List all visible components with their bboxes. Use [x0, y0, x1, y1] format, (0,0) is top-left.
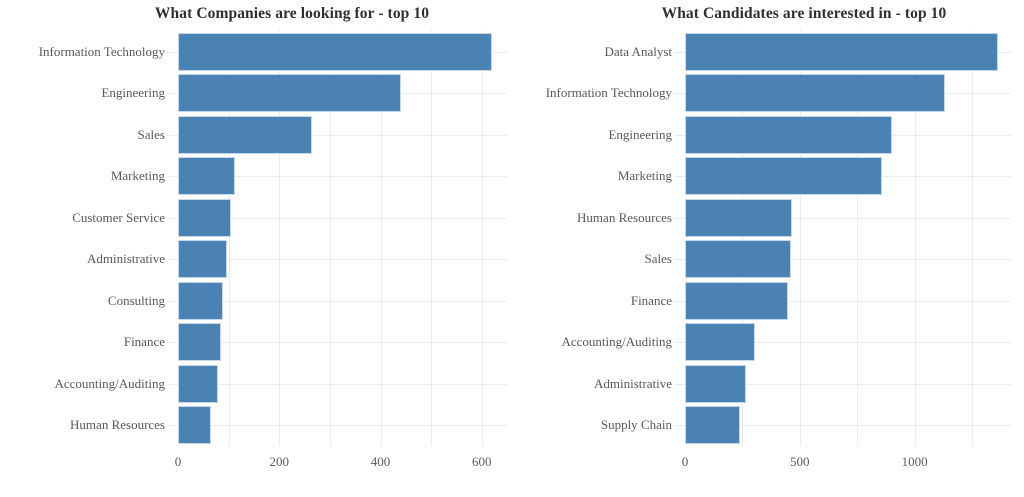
- category-label: Administrative: [87, 251, 165, 267]
- bar: [178, 198, 232, 237]
- bar: [685, 115, 892, 154]
- gridline-horizontal: [674, 259, 1011, 261]
- bar: [685, 406, 740, 445]
- bar: [685, 32, 998, 71]
- gridline-vertical: [799, 30, 801, 446]
- gridline-vertical: [329, 30, 331, 446]
- category-label: Administrative: [594, 375, 672, 391]
- category-label: Information Technology: [38, 43, 165, 59]
- category-label: Engineering: [101, 85, 165, 101]
- gridline-vertical: [431, 30, 433, 446]
- bar: [178, 115, 313, 154]
- gridline-horizontal: [674, 383, 1011, 385]
- x-tick-label: 200: [269, 454, 289, 469]
- category-label: Customer Service: [72, 209, 165, 225]
- category-label: Finance: [123, 334, 165, 350]
- bar: [685, 198, 792, 237]
- x-tick-label: 600: [471, 454, 492, 469]
- bar: [178, 157, 236, 196]
- gridline-vertical: [914, 30, 916, 446]
- companies-chart-title: What Companies are looking for - top 10: [154, 5, 430, 22]
- candidates-chart: What Candidates are interested in - top …: [512, 0, 1024, 497]
- x-tick-label: 400: [370, 454, 391, 469]
- bar: [178, 281, 223, 320]
- bar: [685, 364, 747, 403]
- gridline-horizontal: [167, 300, 507, 302]
- category-label: Engineering: [608, 126, 672, 142]
- category-label: Sales: [644, 251, 672, 267]
- gridline-vertical: [857, 30, 859, 446]
- gridline-vertical: [742, 30, 744, 446]
- category-label: Accounting/Auditing: [54, 375, 166, 391]
- category-label: Human Resources: [577, 209, 672, 225]
- companies-chart: What Companies are looking for - top 10 …: [38, 5, 507, 469]
- category-label: Finance: [630, 292, 672, 308]
- gridline-vertical: [972, 30, 973, 446]
- x-tick-label: 0: [681, 454, 689, 469]
- gridline-horizontal: [167, 176, 507, 178]
- gridline-horizontal: [674, 342, 1011, 344]
- x-tick-label: 0: [174, 454, 182, 469]
- bar: [178, 323, 221, 362]
- bar: [178, 364, 218, 403]
- category-label: Human Resources: [70, 417, 165, 433]
- bar: [685, 74, 946, 113]
- bar: [178, 32, 492, 71]
- gridline-horizontal: [167, 342, 507, 344]
- gridline-vertical: [380, 30, 382, 446]
- category-label: Accounting/Auditing: [561, 334, 673, 350]
- bar: [685, 281, 788, 320]
- gridline-vertical: [228, 30, 230, 446]
- bar: [685, 323, 756, 362]
- category-label: Marketing: [110, 168, 165, 184]
- bar: [685, 157, 882, 196]
- category-label: Marketing: [617, 168, 672, 184]
- category-label: Data Analyst: [604, 43, 672, 59]
- x-tick-label: 500: [790, 454, 810, 469]
- bar: [178, 74, 401, 113]
- gridline-horizontal: [167, 425, 507, 427]
- category-label: Consulting: [107, 292, 165, 308]
- gridline-vertical: [481, 30, 483, 446]
- gridline-horizontal: [674, 425, 1011, 427]
- gridline-vertical: [279, 30, 281, 446]
- x-tick-label: 1000: [901, 454, 928, 469]
- bar: [685, 240, 792, 279]
- gridline-horizontal: [167, 259, 507, 261]
- bar: [178, 240, 228, 279]
- category-label: Sales: [137, 126, 165, 142]
- gridline-horizontal: [167, 134, 507, 136]
- gridline-horizontal: [674, 300, 1011, 302]
- gridline-horizontal: [167, 217, 507, 219]
- candidates-chart-title: What Candidates are interested in - top …: [661, 5, 947, 22]
- category-label: Supply Chain: [600, 417, 672, 433]
- gridline-horizontal: [674, 217, 1011, 219]
- category-label: Information Technology: [545, 85, 672, 101]
- bar: [178, 406, 212, 445]
- gridline-horizontal: [167, 383, 507, 385]
